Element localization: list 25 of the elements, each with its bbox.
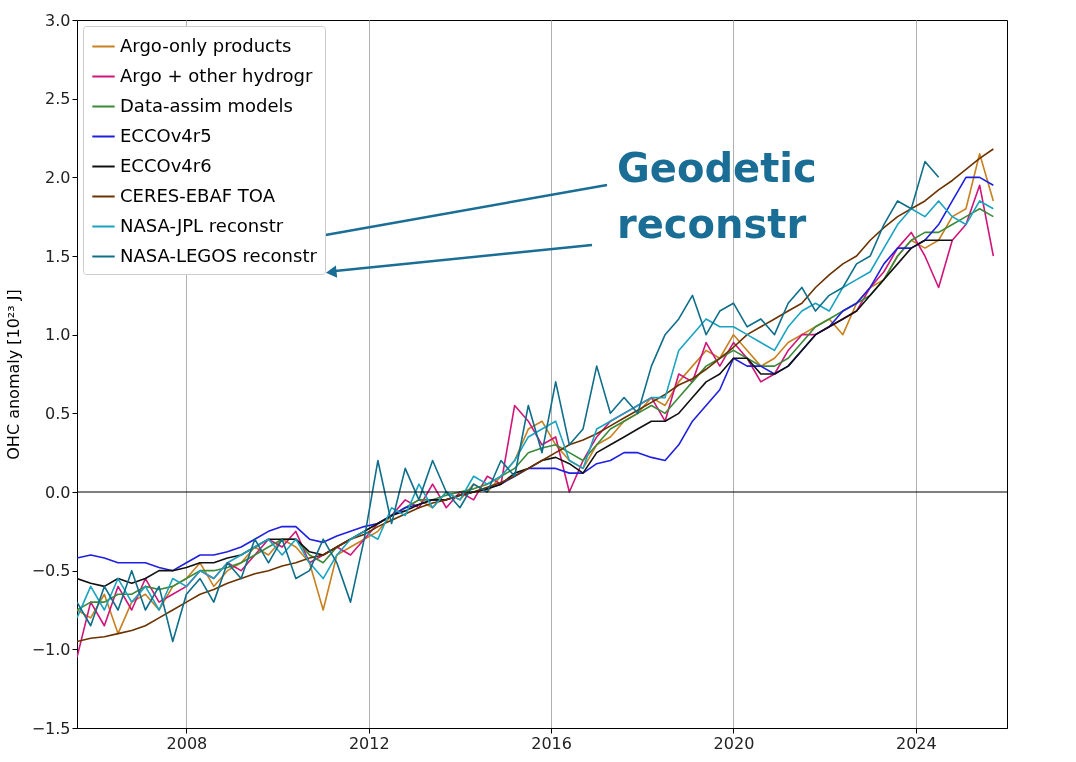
y-tick-label: 0.0 [45, 482, 71, 502]
x-tick-label: 2020 [713, 733, 755, 753]
y-tick-label: −1.0 [31, 639, 71, 659]
legend-label: NASA-JPL reconstr [120, 214, 284, 236]
legend-label: Data-assim models [120, 94, 293, 116]
legend-label: ECCOv4r5 [120, 124, 212, 146]
legend-label: NASA-LEGOS reconstr [120, 244, 318, 266]
y-tick-label: 2.5 [45, 89, 71, 109]
x-tick-label: 2024 [895, 733, 937, 753]
x-tick-label: 2008 [166, 733, 208, 753]
legend-label: CERES-EBAF TOA [120, 184, 276, 206]
legend-label: ECCOv4r6 [120, 154, 212, 176]
legend-label: Argo-only products [120, 34, 292, 56]
y-tick-label: 2.0 [45, 167, 71, 187]
y-tick-label: 1.5 [45, 246, 71, 266]
annotation: Geodetic reconstr [617, 145, 817, 247]
y-tick-label: 3.0 [45, 10, 71, 30]
y-tick-label: 1.0 [45, 325, 71, 345]
y-tick-label: −1.5 [31, 718, 71, 738]
y-axis-title: OHC anomaly [10²³ J] [3, 289, 23, 460]
y-tick-label: −0.5 [31, 561, 71, 581]
x-tick-label: 2016 [531, 733, 572, 753]
legend-label: Argo + other hydrogr [120, 64, 313, 86]
x-tick-label: 2012 [348, 733, 390, 753]
y-tick-label: 0.5 [45, 403, 71, 423]
